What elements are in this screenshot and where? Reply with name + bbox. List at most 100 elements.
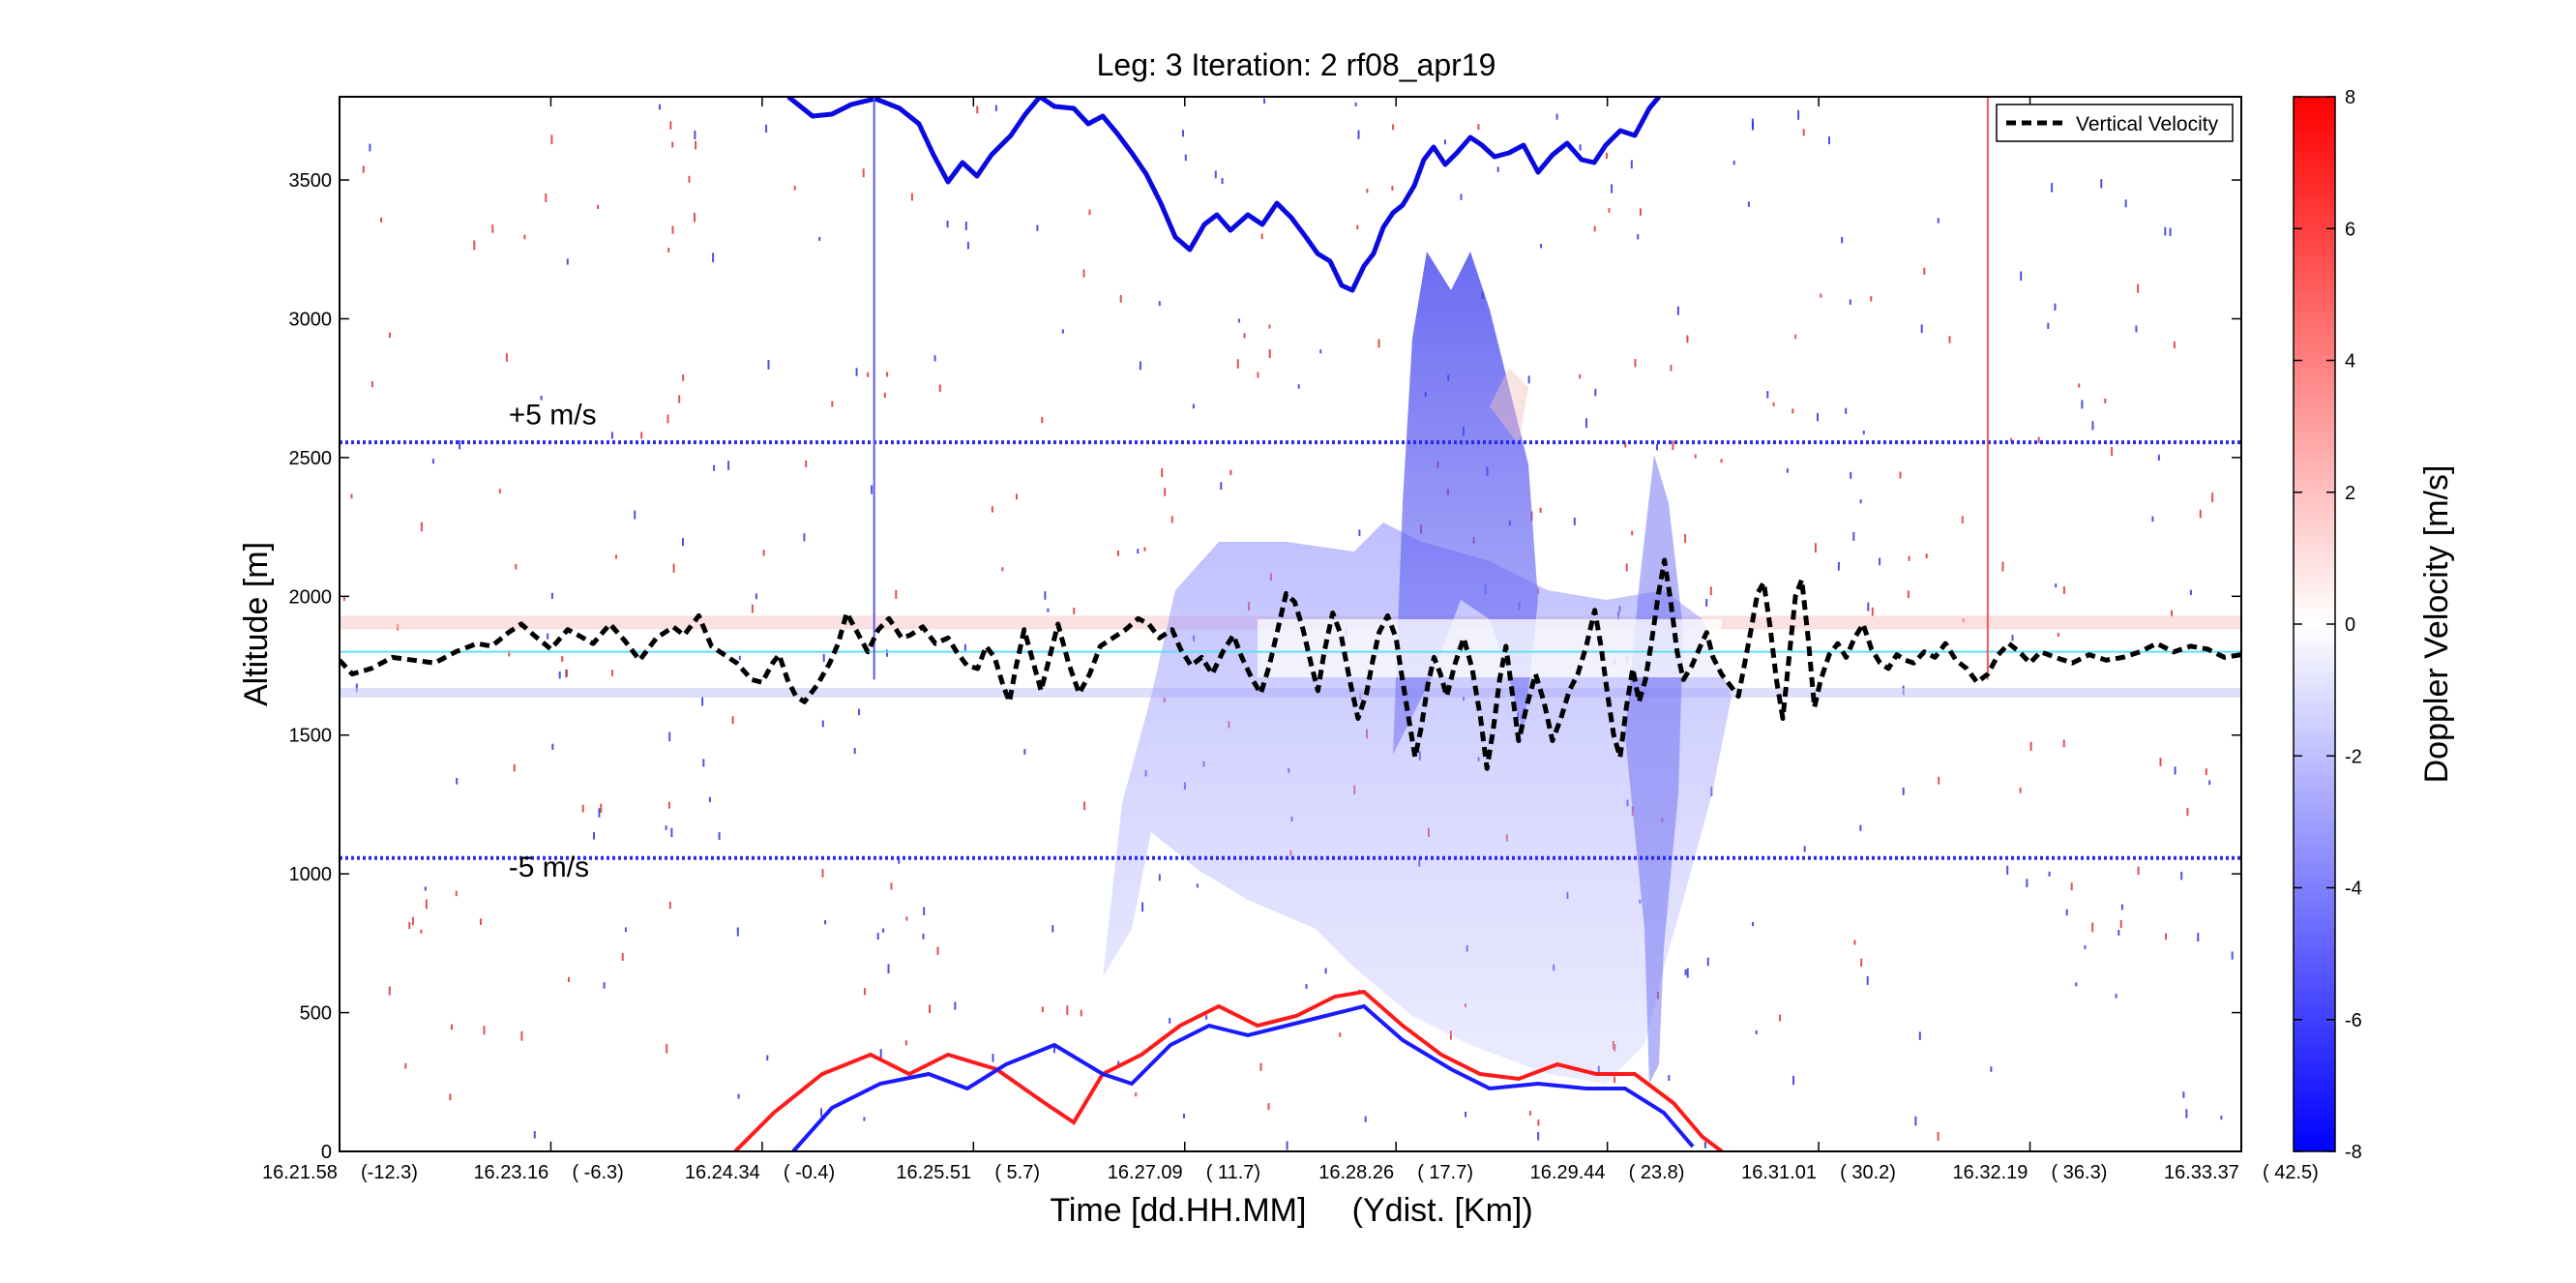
- noise-speck: [1686, 335, 1689, 343]
- noise-speck: [362, 165, 365, 173]
- noise-speck: [404, 1062, 407, 1069]
- noise-speck: [1772, 402, 1775, 407]
- noise-speck: [561, 655, 564, 662]
- noise-speck: [831, 401, 834, 407]
- noise-speck: [1608, 208, 1611, 213]
- noise-speck: [1257, 372, 1259, 378]
- noise-speck: [420, 929, 423, 934]
- noise-speck: [408, 921, 411, 930]
- noise-speck: [424, 886, 427, 891]
- noise-speck: [1670, 365, 1673, 372]
- noise-speck: [954, 1001, 957, 1010]
- noise-speck: [862, 168, 865, 178]
- noise-speck: [1606, 152, 1608, 160]
- y-tick-label: 2500: [289, 448, 333, 469]
- noise-speck: [871, 485, 873, 494]
- noise-speck: [1182, 130, 1184, 137]
- noise-speck: [1267, 1103, 1270, 1111]
- noise-speck: [1036, 224, 1039, 231]
- noise-speck: [1119, 295, 1122, 303]
- noise-speck: [1083, 801, 1086, 811]
- radar-echo-region: [1103, 252, 1732, 1084]
- noise-speck: [713, 464, 716, 471]
- noise-speck: [2048, 871, 2051, 877]
- noise-speck: [883, 392, 886, 399]
- noise-speck: [1377, 339, 1380, 348]
- noise-speck: [2120, 904, 2123, 910]
- noise-speck: [513, 763, 516, 772]
- noise-speck: [2001, 561, 2004, 572]
- noise-speck: [1703, 1142, 1706, 1149]
- noise-speck: [1465, 1111, 1467, 1118]
- noise-speck: [1041, 416, 1044, 424]
- x-tick-dist-label: ( 36.3): [2052, 1162, 2108, 1183]
- noise-speck: [736, 927, 739, 937]
- noise-speck: [1672, 440, 1674, 450]
- noise-speck: [1914, 1116, 1917, 1126]
- noise-speck: [2020, 271, 2023, 282]
- noise-speck: [803, 533, 806, 542]
- noise-speck: [1001, 567, 1004, 572]
- colorbar-tick-label: 8: [2345, 87, 2355, 108]
- noise-speck: [2117, 930, 2120, 936]
- noise-speck: [2205, 768, 2207, 776]
- y-tick-label: 3500: [289, 170, 333, 192]
- noise-speck: [946, 220, 949, 228]
- colorbar-tick-label: 0: [2345, 614, 2355, 636]
- noise-speck: [1802, 129, 1805, 136]
- x-tick-time-label: 16.31.01: [1741, 1162, 1817, 1183]
- noise-speck: [671, 225, 674, 234]
- noise-speck: [2185, 1109, 2188, 1119]
- noise-speck: [2137, 866, 2140, 876]
- noise-speck: [1779, 1014, 1781, 1022]
- noise-speck: [731, 716, 734, 725]
- noise-speck: [431, 459, 434, 464]
- noise-speck: [1923, 267, 1926, 275]
- noise-speck: [1961, 516, 1964, 523]
- noise-speck: [1229, 469, 1232, 475]
- noise-speck: [1527, 375, 1530, 384]
- noise-speck: [1814, 543, 1817, 553]
- noise-speck: [671, 141, 674, 148]
- noise-speck: [793, 185, 796, 191]
- noise-speck: [1496, 166, 1499, 172]
- noise-speck: [855, 368, 858, 376]
- noise-speck: [1920, 324, 1923, 334]
- noise-speck: [1637, 234, 1640, 240]
- noise-speck: [898, 859, 901, 864]
- y-tick-label: 1000: [289, 864, 333, 885]
- noise-speck: [1640, 208, 1642, 216]
- legend-entry-vertical-velocity: Vertical Velocity: [2076, 113, 2219, 135]
- noise-speck: [1196, 883, 1199, 888]
- noise-speck: [610, 432, 613, 439]
- noise-speck: [2157, 454, 2160, 461]
- noise-speck: [1579, 144, 1582, 151]
- noise-speck: [1041, 1006, 1044, 1013]
- noise-speck: [668, 731, 671, 742]
- noise-speck: [2010, 437, 2013, 442]
- noise-speck: [2211, 492, 2214, 503]
- noise-speck: [1899, 471, 1902, 479]
- noise-speck: [1443, 139, 1446, 145]
- plot-frame: [339, 96, 2242, 1152]
- noise-speck: [1820, 293, 1822, 298]
- noise-speck: [2062, 739, 2065, 748]
- noise-speck: [672, 563, 675, 573]
- noise-speck: [864, 988, 866, 996]
- noise-speck: [1220, 482, 1223, 491]
- colorbar-tick-label: 6: [2345, 219, 2355, 240]
- noise-speck: [369, 143, 371, 152]
- noise-speck: [1925, 553, 1928, 558]
- noise-speck: [1948, 336, 1951, 343]
- noise-speck: [694, 130, 696, 139]
- noise-speck: [2070, 882, 2073, 891]
- x-tick-dist-label: ( 30.2): [1840, 1162, 1896, 1183]
- noise-speck: [1205, 1015, 1208, 1020]
- noise-speck: [1073, 608, 1076, 614]
- noise-speck: [2051, 183, 2054, 193]
- noise-speck: [2065, 909, 2068, 916]
- noise-speck: [2231, 951, 2234, 960]
- noise-speck: [515, 564, 518, 570]
- noise-speck: [738, 655, 741, 661]
